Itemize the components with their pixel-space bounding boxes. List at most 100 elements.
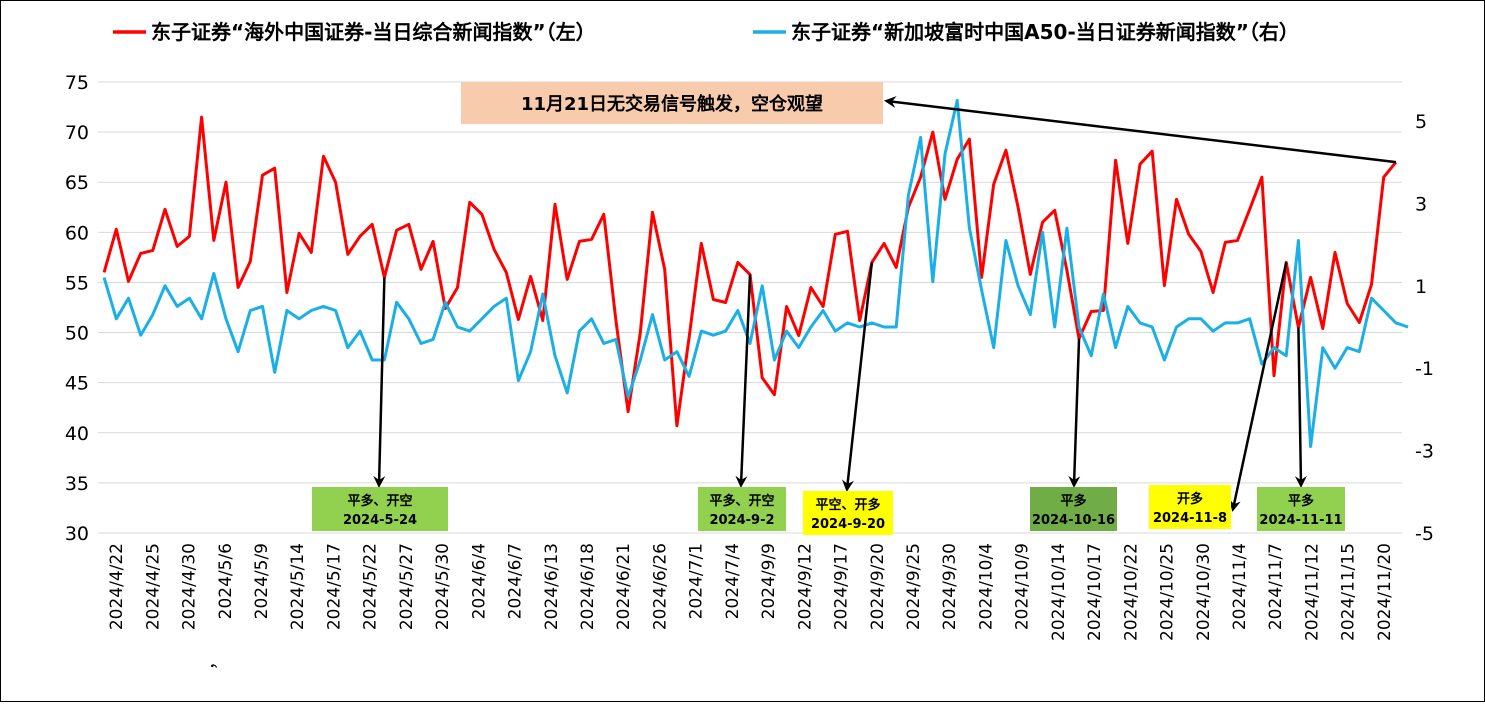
signal-action: 平多、开空 [347,493,412,509]
right-tick-label: -5 [1415,523,1434,545]
signal-box-bg [1030,487,1117,531]
x-tick-label: 2024/4/30 [180,543,200,630]
right-tick-label: -3 [1415,441,1434,463]
note-text: 11月21日无交易信号触发，空仓观望 [521,93,823,115]
x-tick-label: 2024/7/1 [687,543,707,619]
legend-label-blue-series: 东子证券“新加坡富时中国A50-当日证券新闻指数”（右） [791,20,1299,44]
left-tick-label: 45 [65,373,89,395]
signal-arrow [842,262,874,492]
signal-date: 2024-9-20 [811,517,885,532]
signal-action: 平多 [1060,493,1086,509]
x-tick-label: 2024/9/17 [832,543,852,630]
x-tick-label: 2024/9/12 [795,543,815,630]
x-tick-label: 2024/9/20 [868,543,888,630]
stray-comma-label: ， [200,653,220,670]
x-tick-label: 2024/11/12 [1302,543,1322,641]
left-tick-label: 50 [65,323,89,345]
signal-box-bg [312,487,448,531]
signal-arrow [1068,338,1081,488]
x-tick-label: 2024/7/4 [723,543,743,619]
x-tick-label: 2024/9/30 [940,543,960,630]
signal-box: 平空、开多 2024-9-20 [803,491,893,535]
x-tick-label: 2024/6/7 [506,543,526,619]
signal-action: 平多、开空 [709,493,774,509]
legend: 东子证券“海外中国证券-当日综合新闻指数”（左） 东子证券“新加坡富时中国A50… [113,20,1299,44]
left-tick-label: 30 [65,523,89,545]
right-axis-ticks: -5 -3 -1 1 3 5 [1415,111,1434,545]
x-tick-label: 2024/10/22 [1121,543,1141,641]
left-tick-label: 70 [65,122,89,144]
x-tick-label: 2024/10/30 [1194,543,1214,641]
signal-action: 平多 [1288,493,1314,509]
signal-date: 2024-10-16 [1032,513,1115,528]
signal-box: 平多 2024-11-11 [1257,487,1345,531]
left-tick-label: 60 [65,222,89,244]
x-tick-label: 2024/5/9 [252,543,272,619]
x-tick-label: 2024/10/14 [1049,543,1069,641]
left-axis-ticks: 30 35 40 45 50 55 60 65 70 75 [65,72,89,545]
legend-label-red-series: 东子证券“海外中国证券-当日综合新闻指数”（左） [151,20,596,44]
no-signal-note: 11月21日无交易信号触发，空仓观望 [461,82,883,124]
x-tick-label: 2024/6/26 [650,543,670,630]
signal-action: 开多 [1177,491,1203,507]
x-tick-label: 2024/4/25 [143,543,163,630]
left-tick-label: 55 [65,272,89,294]
note-arrow [884,96,1397,164]
signal-date: 2024-5-24 [343,513,417,528]
x-tick-label: 2024/11/15 [1339,543,1359,641]
signal-arrow [735,274,752,488]
signal-box-bg [1149,485,1231,529]
gridlines [98,81,1402,484]
x-tick-label: 2024/6/13 [542,543,562,630]
right-tick-label: -1 [1415,358,1434,380]
signal-date: 2024-11-8 [1153,511,1227,526]
right-tick-label: 5 [1415,111,1427,133]
signal-date: 2024-9-2 [709,513,774,528]
series-line-red [102,115,1398,428]
left-tick-label: 40 [65,423,89,445]
signal-date: 2024-11-11 [1259,513,1342,528]
x-axis-tick-labels: 2024/4/22 2024/4/25 2024/4/30 2024/5/6 2024/… [107,543,1395,641]
signal-box-bg [1257,487,1345,531]
x-tick-label: 2024/5/22 [361,543,381,630]
x-tick-label: 2024/6/4 [469,543,489,619]
x-tick-label: 2024/10/25 [1158,543,1178,641]
right-tick-label: 3 [1415,193,1427,215]
x-tick-label: 2024/10/9 [1013,543,1033,630]
signal-boxes: 平多、开空 2024-5-24 平多、开空 2024-9-2 平空、开多 2024-9-2… [312,485,1345,535]
x-tick-label: 2024/11/7 [1266,543,1286,630]
signal-action: 平空、开多 [815,497,880,513]
note-box [461,82,883,124]
x-tick-label: 2024/5/17 [324,543,344,630]
signal-arrow [373,277,386,488]
series-line-blue [102,98,1409,448]
x-tick-label: 2024/10/17 [1085,543,1105,641]
signal-box: 开多 2024-11-8 [1149,485,1231,529]
x-tick-label: 2024/5/30 [433,543,453,630]
x-tick-label: 2024/9/25 [904,543,924,630]
x-tick-label: 2024/6/18 [578,543,598,630]
signal-box-bg [698,487,786,531]
x-tick-label: 2024/6/21 [614,543,634,630]
x-tick-label: 2024/5/14 [288,543,308,630]
signal-box: 平多 2024-10-16 [1030,487,1117,531]
signal-box: 平多、开空 2024-9-2 [698,487,786,531]
signal-arrow [1229,262,1288,512]
x-tick-label: 2024/11/4 [1230,543,1250,630]
signal-box-bg [803,491,893,535]
x-tick-label: 2024/10/4 [976,543,996,630]
signal-arrow [1294,327,1307,488]
signal-box: 平多、开空 2024-5-24 [312,487,448,531]
left-tick-label: 75 [65,72,89,94]
right-tick-label: 1 [1415,276,1427,298]
x-tick-label: 2024/11/20 [1375,543,1395,641]
left-tick-label: 65 [65,172,89,194]
x-tick-label: 2024/5/6 [216,543,236,619]
left-tick-label: 35 [65,473,89,495]
x-tick-label: 2024/5/27 [397,543,417,630]
x-tick-label: 2024/4/22 [107,543,127,630]
signal-arrows [373,96,1397,512]
x-tick-label: 2024/9/9 [759,543,779,619]
